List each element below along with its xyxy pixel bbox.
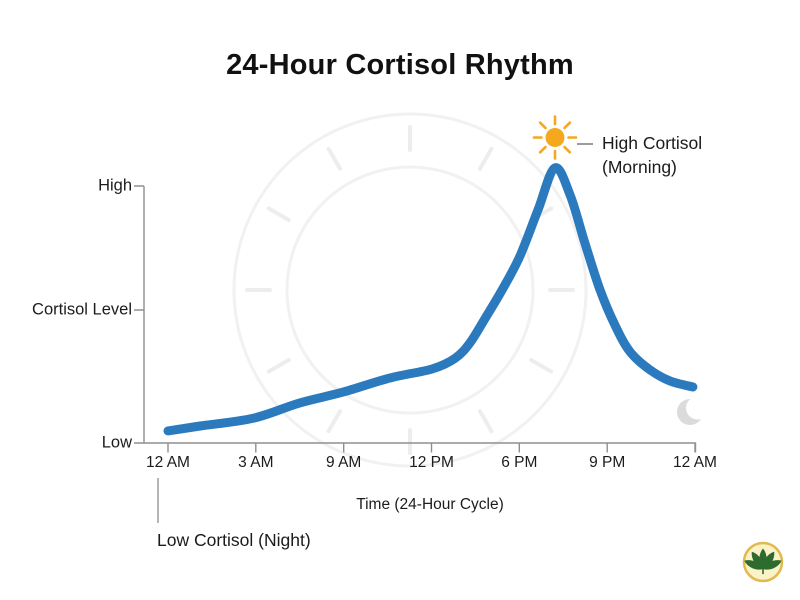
high-cortisol-annotation-line1: High Cortisol — [602, 133, 703, 153]
x-tick-label-12am-left: 12 AM — [146, 454, 190, 471]
y-axis-title: Cortisol Level — [32, 300, 132, 319]
high-cortisol-annotation-line2: (Morning) — [602, 157, 677, 177]
x-tick-label-3am: 3 AM — [238, 454, 274, 471]
x-tick-label-9pm: 9 PM — [589, 454, 626, 471]
x-tick-label-12pm: 12 PM — [409, 454, 454, 471]
low-cortisol-annotation: Low Cortisol (Night) — [157, 530, 311, 550]
axes — [134, 185, 697, 453]
clock-face-background — [232, 112, 588, 468]
x-axis-title: Time (24-Hour Cycle) — [356, 496, 504, 513]
leaf-logo-badge — [742, 541, 784, 583]
high-cortisol-annotation: High Cortisol (Morning) — [602, 131, 702, 179]
x-tick-label-12am-right: 12 AM — [673, 454, 717, 471]
y-axis-label-low: Low — [101, 433, 132, 452]
x-tick-label-9am: 9 AM — [325, 454, 362, 471]
moon-icon — [677, 396, 709, 425]
sun-icon — [532, 115, 578, 160]
chart-title: 24-Hour Cortisol Rhythm — [226, 49, 574, 81]
x-tick-label-6pm: 6 PM — [501, 454, 538, 471]
cortisol-curve — [163, 163, 698, 436]
y-axis-label-high: High — [98, 176, 132, 195]
